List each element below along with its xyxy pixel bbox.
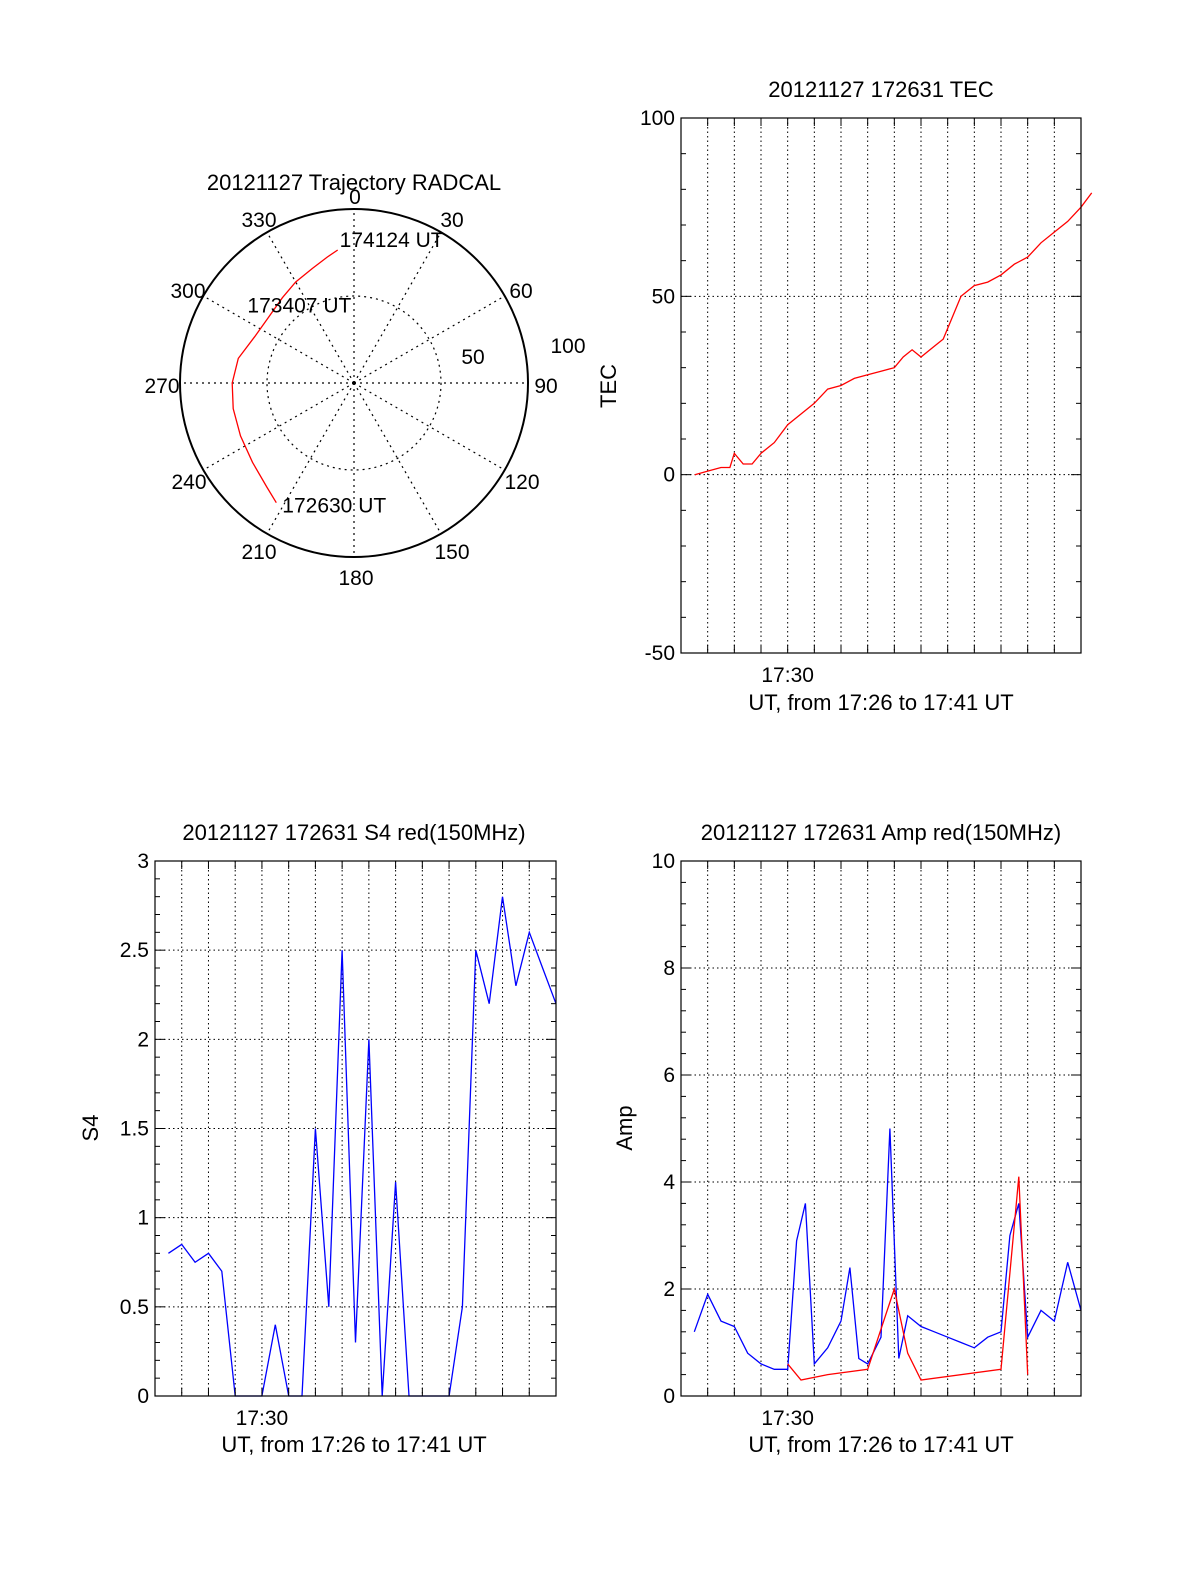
tec-x-tick-labels: 17:30 [761, 664, 814, 687]
polar-angle-label: 210 [241, 541, 276, 564]
y-tick-label: 10 [652, 850, 675, 873]
polar-angle-label: 30 [440, 209, 463, 232]
y-tick-label: 0.5 [120, 1296, 149, 1319]
x-tick-label: 17:30 [761, 1407, 814, 1430]
polar-radial-label: 100 [550, 335, 585, 358]
amp-title: 20121127 172631 Amp red(150MHz) [701, 820, 1061, 845]
tec-y-tick-labels: -50 0 50 100 [640, 107, 675, 665]
polar-spoke [353, 295, 505, 384]
polar-angle-label: 330 [241, 209, 276, 232]
trajectory-line [231, 249, 339, 504]
polar-angle-label: 300 [170, 280, 205, 303]
series-line [694, 192, 1093, 476]
amp-x-tick-labels: 17:30 [761, 1407, 814, 1430]
s4-plot-frame [154, 860, 557, 1397]
y-tick-label: 0 [663, 464, 675, 487]
polar-angle-label: 60 [509, 280, 532, 303]
tec-x-axis-label: UT, from 17:26 to 17:41 UT [748, 690, 1013, 715]
y-tick-label: 0 [663, 1385, 675, 1408]
tec-y-axis-label: TEC [596, 364, 621, 408]
s4-y-tick-labels: 0 0.5 1 1.5 2 2.5 3 [120, 850, 149, 1408]
tec-plot-frame [680, 117, 1082, 654]
amp-ticks [681, 860, 1081, 1397]
s4-x-axis-label: UT, from 17:26 to 17:41 UT [221, 1432, 486, 1457]
polar-spoke [353, 382, 442, 534]
s4-ticks [155, 860, 556, 1397]
trajectory-time-label: 172630 UT [282, 495, 386, 518]
polar-angle-label: 0 [349, 186, 361, 209]
y-tick-label: 4 [663, 1171, 675, 1194]
polar-angle-label: 150 [434, 541, 469, 564]
polar-radial-label: 50 [461, 346, 484, 369]
s4-title: 20121127 172631 S4 red(150MHz) [182, 820, 525, 845]
polar-annotations: 172630 UT 173407 UT 174124 UT [247, 229, 443, 518]
polar-trajectory-panel: 20121127 Trajectory RADCAL 0 30 60 90 120 150… [144, 170, 585, 590]
y-tick-label: 0 [137, 1385, 149, 1408]
polar-angle-label: 270 [144, 375, 179, 398]
series-line [168, 896, 557, 1397]
polar-outer-circle [179, 208, 529, 558]
amp-plot-frame [680, 860, 1082, 1397]
trajectory-time-label: 174124 UT [340, 229, 444, 252]
amp-grid [681, 861, 1081, 1396]
s4-series [168, 896, 557, 1397]
polar-grid [179, 208, 529, 558]
tec-title: 20121127 172631 TEC [768, 77, 994, 102]
y-tick-label: 2 [663, 1278, 675, 1301]
polar-angle-label: 120 [504, 471, 539, 494]
y-tick-label: 3 [137, 850, 149, 873]
polar-spoke [353, 232, 442, 384]
polar-title: 20121127 Trajectory RADCAL [207, 170, 501, 195]
y-tick-label: 1.5 [120, 1118, 149, 1141]
polar-angle-label: 90 [534, 375, 557, 398]
y-tick-label: -50 [645, 642, 675, 665]
polar-spoke [203, 295, 355, 384]
polar-spoke [266, 232, 355, 384]
tec-grid [681, 118, 1081, 653]
polar-spoke [266, 382, 355, 534]
amp-y-tick-labels: 0 2 4 6 8 10 [652, 850, 676, 1408]
polar-angle-label: 180 [338, 567, 373, 590]
y-tick-label: 50 [652, 285, 675, 308]
y-tick-label: 1 [137, 1207, 149, 1230]
series-line [787, 1176, 1029, 1381]
polar-angle-labels: 0 30 60 90 120 150 180 210 240 270 300 330 [144, 186, 557, 590]
polar-spoke [353, 382, 505, 471]
amp-x-axis-label: UT, from 17:26 to 17:41 UT [748, 1432, 1013, 1457]
polar-spoke [203, 382, 355, 471]
y-tick-label: 2.5 [120, 939, 149, 962]
x-tick-label: 17:30 [236, 1407, 289, 1430]
amp-panel: 20121127 172631 Amp red(150MHz) 0246810 … [612, 820, 1082, 1457]
tec-series [694, 192, 1093, 476]
y-tick-label: 100 [640, 107, 675, 130]
y-tick-label: 6 [663, 1064, 675, 1087]
s4-x-tick-labels: 17:30 [236, 1407, 289, 1430]
polar-trajectory [231, 249, 339, 504]
polar-radial-labels: 50 100 [461, 335, 585, 369]
s4-panel: 20121127 172631 S4 red(150MHz) 0 0.5 1 1.5 2… [78, 820, 557, 1457]
s4-grid [155, 861, 556, 1396]
trajectory-time-label: 173407 UT [247, 295, 351, 318]
tec-ticks [681, 117, 1081, 654]
y-tick-label: 8 [663, 957, 675, 980]
amp-series [693, 1128, 1082, 1381]
y-tick-label: 2 [137, 1028, 149, 1051]
polar-angle-label: 240 [171, 471, 206, 494]
s4-y-axis-label: S4 [78, 1115, 103, 1142]
x-tick-label: 17:30 [761, 664, 814, 687]
amp-y-axis-label: Amp [612, 1105, 637, 1150]
polar-ring [266, 295, 442, 471]
series-line [693, 1128, 1082, 1370]
